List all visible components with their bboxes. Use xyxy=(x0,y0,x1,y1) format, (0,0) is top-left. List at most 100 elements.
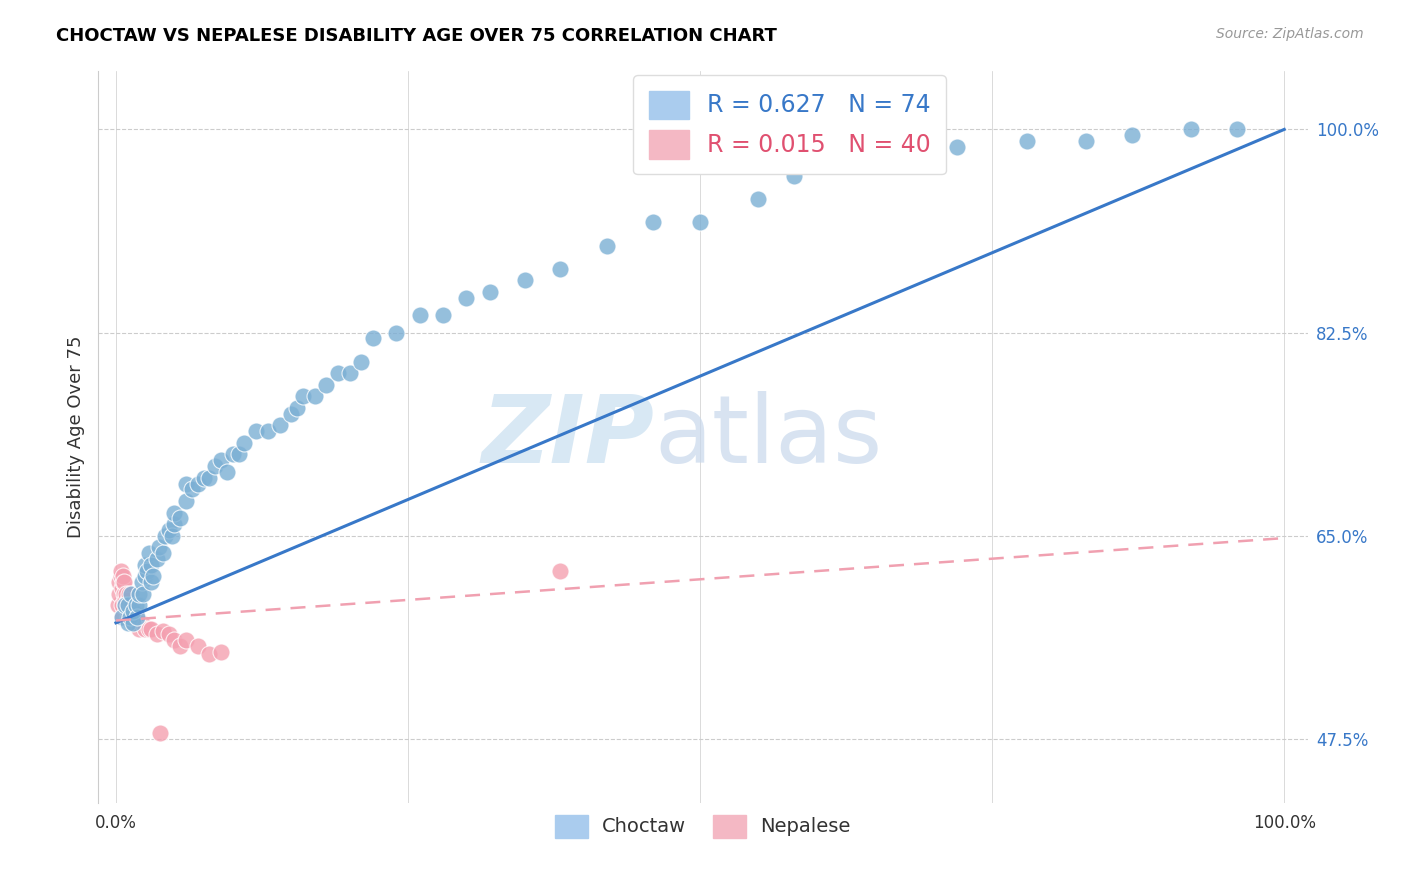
Point xyxy=(782,169,804,183)
Point xyxy=(134,558,156,572)
Point xyxy=(1226,122,1249,136)
Point xyxy=(643,215,665,229)
Point xyxy=(478,285,501,299)
Point xyxy=(134,622,156,636)
Point xyxy=(174,494,197,508)
Point xyxy=(111,569,134,583)
Point xyxy=(117,615,139,630)
Point xyxy=(174,633,197,648)
Point xyxy=(222,448,245,462)
Point xyxy=(122,604,145,618)
Point xyxy=(112,587,135,601)
Point xyxy=(409,308,432,322)
Point xyxy=(898,145,921,160)
Point xyxy=(228,448,250,462)
Point xyxy=(114,599,136,613)
Point xyxy=(595,238,617,252)
Point xyxy=(117,592,139,607)
Point xyxy=(209,453,232,467)
Point xyxy=(120,587,142,601)
Point xyxy=(689,215,711,229)
Point xyxy=(198,471,221,485)
Point xyxy=(128,622,150,636)
Point xyxy=(304,389,326,403)
Point xyxy=(118,610,141,624)
Point xyxy=(115,587,138,601)
Point xyxy=(108,575,131,590)
Point xyxy=(747,192,769,206)
Point xyxy=(138,622,160,636)
Point xyxy=(139,558,162,572)
Point xyxy=(163,506,186,520)
Point xyxy=(361,331,384,345)
Point xyxy=(111,610,134,624)
Point xyxy=(157,627,180,641)
Point xyxy=(1180,122,1202,136)
Point xyxy=(204,459,226,474)
Text: Source: ZipAtlas.com: Source: ZipAtlas.com xyxy=(1216,27,1364,41)
Point xyxy=(830,157,852,171)
Point xyxy=(157,523,180,537)
Point xyxy=(152,624,174,638)
Point xyxy=(139,622,162,636)
Point xyxy=(432,308,454,322)
Point xyxy=(385,326,408,340)
Point xyxy=(121,599,143,613)
Point xyxy=(118,610,141,624)
Point xyxy=(128,599,150,613)
Point xyxy=(111,599,134,613)
Point xyxy=(132,587,155,601)
Legend: Choctaw, Nepalese: Choctaw, Nepalese xyxy=(548,807,858,845)
Point xyxy=(117,610,139,624)
Point xyxy=(163,633,186,648)
Point xyxy=(122,615,145,630)
Point xyxy=(256,424,278,438)
Point xyxy=(142,569,165,583)
Point xyxy=(245,424,267,438)
Point xyxy=(114,592,136,607)
Point xyxy=(285,401,308,415)
Text: CHOCTAW VS NEPALESE DISABILITY AGE OVER 75 CORRELATION CHART: CHOCTAW VS NEPALESE DISABILITY AGE OVER … xyxy=(56,27,778,45)
Point xyxy=(146,627,169,641)
Point xyxy=(1017,134,1039,148)
Point xyxy=(138,546,160,560)
Point xyxy=(131,615,153,630)
Point xyxy=(198,647,221,661)
Point xyxy=(187,639,209,653)
Y-axis label: Disability Age Over 75: Disability Age Over 75 xyxy=(66,335,84,539)
Point xyxy=(110,564,132,578)
Point xyxy=(513,273,536,287)
Point xyxy=(326,366,349,380)
Point xyxy=(339,366,361,380)
Point xyxy=(174,476,197,491)
Point xyxy=(124,610,146,624)
Point xyxy=(160,529,183,543)
Point xyxy=(187,476,209,491)
Point xyxy=(125,610,148,624)
Point xyxy=(193,471,215,485)
Point xyxy=(280,407,302,421)
Point xyxy=(350,354,373,368)
Point xyxy=(1121,128,1143,143)
Point xyxy=(122,615,145,630)
Point xyxy=(149,726,172,740)
Point xyxy=(136,564,159,578)
Point xyxy=(233,436,256,450)
Point xyxy=(946,140,969,154)
Point xyxy=(315,377,337,392)
Point xyxy=(153,529,176,543)
Point xyxy=(117,599,139,613)
Point xyxy=(120,599,142,613)
Text: atlas: atlas xyxy=(655,391,883,483)
Point xyxy=(148,541,170,555)
Point xyxy=(215,465,238,479)
Point xyxy=(128,587,150,601)
Point xyxy=(131,575,153,590)
Point xyxy=(110,569,132,583)
Point xyxy=(125,599,148,613)
Point xyxy=(118,587,141,601)
Point xyxy=(456,291,478,305)
Point xyxy=(146,552,169,566)
Text: ZIP: ZIP xyxy=(482,391,655,483)
Point xyxy=(291,389,314,403)
